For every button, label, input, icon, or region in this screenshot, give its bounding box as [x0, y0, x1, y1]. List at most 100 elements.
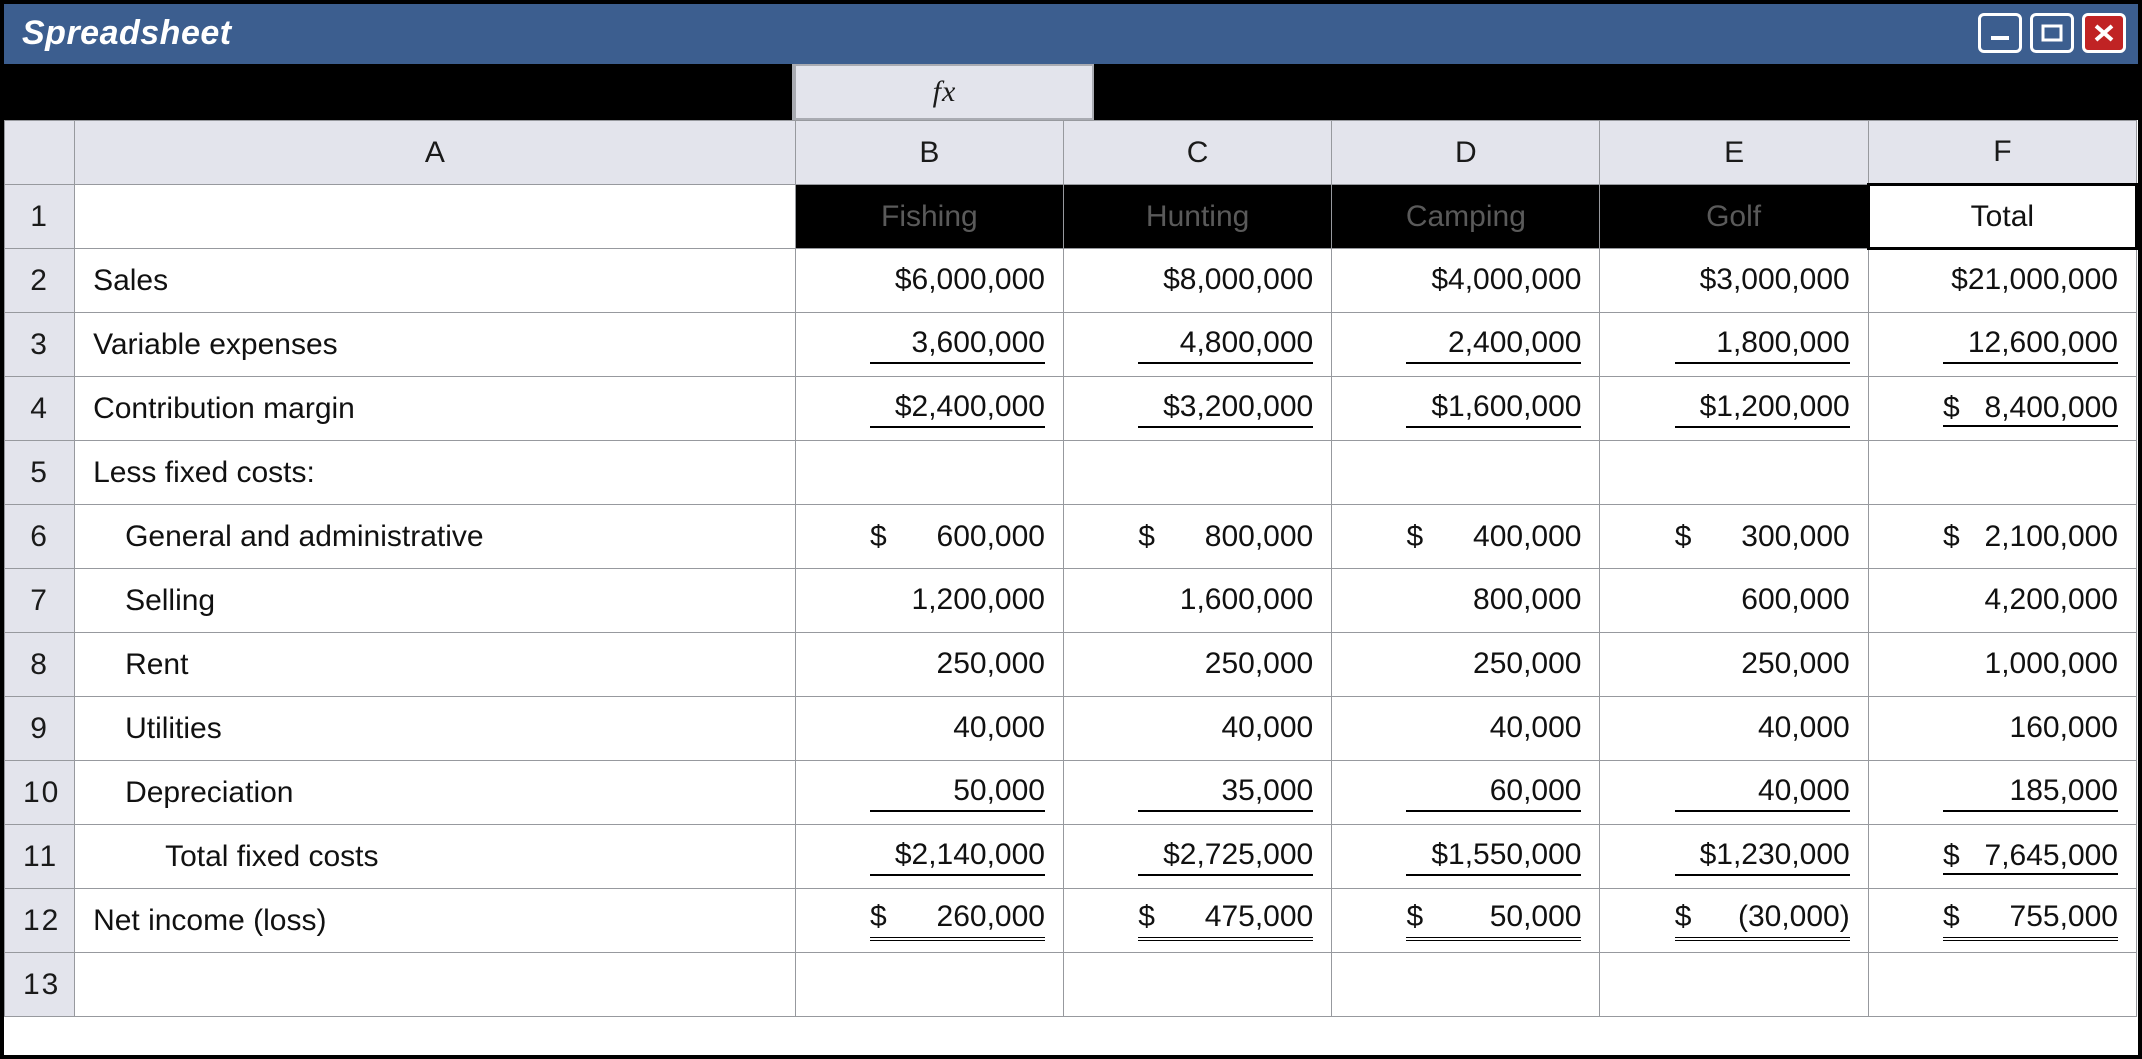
cell-B13[interactable]: [795, 953, 1063, 1017]
cell-A9[interactable]: Utilities: [75, 697, 796, 761]
cell-F11[interactable]: $7,645,000: [1868, 825, 2136, 889]
cell-C9[interactable]: 40,000: [1063, 697, 1331, 761]
cell-D12[interactable]: $50,000: [1332, 889, 1600, 953]
row-header-1[interactable]: 1: [5, 185, 75, 249]
cell-F13[interactable]: [1868, 953, 2136, 1017]
cell-E11[interactable]: $1,230,000: [1600, 825, 1868, 889]
cell-F2[interactable]: $21,000,000: [1868, 249, 2136, 313]
cell-D1[interactable]: Camping: [1332, 185, 1600, 249]
cell-E7[interactable]: 600,000: [1600, 569, 1868, 633]
row-header-5[interactable]: 5: [5, 441, 75, 505]
cell-B3[interactable]: 3,600,000: [795, 313, 1063, 377]
cell-C8[interactable]: 250,000: [1063, 633, 1331, 697]
cell-F7[interactable]: 4,200,000: [1868, 569, 2136, 633]
cell-D7[interactable]: 800,000: [1332, 569, 1600, 633]
cell-C5[interactable]: [1063, 441, 1331, 505]
cell-C3[interactable]: 4,800,000: [1063, 313, 1331, 377]
cell-E12[interactable]: $(30,000): [1600, 889, 1868, 953]
cell-F8[interactable]: 1,000,000: [1868, 633, 2136, 697]
formula-input[interactable]: [1094, 64, 2138, 120]
cell-A11[interactable]: Total fixed costs: [75, 825, 796, 889]
cell-E10[interactable]: 40,000: [1600, 761, 1868, 825]
cell-D13[interactable]: [1332, 953, 1600, 1017]
cell-F12[interactable]: $755,000: [1868, 889, 2136, 953]
cell-C4[interactable]: $3,200,000: [1063, 377, 1331, 441]
cell-E5[interactable]: [1600, 441, 1868, 505]
cell-A5[interactable]: Less fixed costs:: [75, 441, 796, 505]
cell-A3[interactable]: Variable expenses: [75, 313, 796, 377]
cell-F3[interactable]: 12,600,000: [1868, 313, 2136, 377]
cell-A7[interactable]: Selling: [75, 569, 796, 633]
cell-C13[interactable]: [1063, 953, 1331, 1017]
cell-A6[interactable]: General and administrative: [75, 505, 796, 569]
cell-C10[interactable]: 35,000: [1063, 761, 1331, 825]
cell-C11[interactable]: $2,725,000: [1063, 825, 1331, 889]
cell-C12[interactable]: $475,000: [1063, 889, 1331, 953]
cell-C7[interactable]: 1,600,000: [1063, 569, 1331, 633]
close-button[interactable]: [2082, 13, 2126, 53]
cell-B5[interactable]: [795, 441, 1063, 505]
col-header-D[interactable]: D: [1332, 121, 1600, 185]
cell-F4[interactable]: $8,400,000: [1868, 377, 2136, 441]
row-header-3[interactable]: 3: [5, 313, 75, 377]
cell-A1[interactable]: [75, 185, 796, 249]
cell-F10[interactable]: 185,000: [1868, 761, 2136, 825]
cell-C6[interactable]: $800,000: [1063, 505, 1331, 569]
col-header-B[interactable]: B: [795, 121, 1063, 185]
cell-B9[interactable]: 40,000: [795, 697, 1063, 761]
cell-A2[interactable]: Sales: [75, 249, 796, 313]
cell-D8[interactable]: 250,000: [1332, 633, 1600, 697]
cell-E2[interactable]: $3,000,000: [1600, 249, 1868, 313]
row-header-10[interactable]: 10: [5, 761, 75, 825]
cell-D3[interactable]: 2,400,000: [1332, 313, 1600, 377]
cell-B4[interactable]: $2,400,000: [795, 377, 1063, 441]
cell-F1[interactable]: Total: [1868, 185, 2136, 249]
cell-B10[interactable]: 50,000: [795, 761, 1063, 825]
minimize-button[interactable]: [1978, 13, 2022, 53]
row-header-12[interactable]: 12: [5, 889, 75, 953]
select-all-corner[interactable]: [5, 121, 75, 185]
row-header-11[interactable]: 11: [5, 825, 75, 889]
row-header-8[interactable]: 8: [5, 633, 75, 697]
cell-A8[interactable]: Rent: [75, 633, 796, 697]
cell-B2[interactable]: $6,000,000: [795, 249, 1063, 313]
cell-B12[interactable]: $260,000: [795, 889, 1063, 953]
cell-D5[interactable]: [1332, 441, 1600, 505]
maximize-button[interactable]: [2030, 13, 2074, 53]
cell-E6[interactable]: $300,000: [1600, 505, 1868, 569]
cell-A4[interactable]: Contribution margin: [75, 377, 796, 441]
row-header-6[interactable]: 6: [5, 505, 75, 569]
name-box[interactable]: [4, 64, 794, 120]
row-header-7[interactable]: 7: [5, 569, 75, 633]
cell-A10[interactable]: Depreciation: [75, 761, 796, 825]
col-header-A[interactable]: A: [75, 121, 796, 185]
col-header-E[interactable]: E: [1600, 121, 1868, 185]
row-header-13[interactable]: 13: [5, 953, 75, 1017]
cell-A13[interactable]: [75, 953, 796, 1017]
cell-C1[interactable]: Hunting: [1063, 185, 1331, 249]
cell-B11[interactable]: $2,140,000: [795, 825, 1063, 889]
cell-A12[interactable]: Net income (loss): [75, 889, 796, 953]
cell-D11[interactable]: $1,550,000: [1332, 825, 1600, 889]
cell-D9[interactable]: 40,000: [1332, 697, 1600, 761]
cell-B7[interactable]: 1,200,000: [795, 569, 1063, 633]
cell-E8[interactable]: 250,000: [1600, 633, 1868, 697]
cell-D6[interactable]: $400,000: [1332, 505, 1600, 569]
row-header-4[interactable]: 4: [5, 377, 75, 441]
row-header-9[interactable]: 9: [5, 697, 75, 761]
col-header-F[interactable]: F: [1868, 121, 2136, 185]
cell-D10[interactable]: 60,000: [1332, 761, 1600, 825]
cell-E9[interactable]: 40,000: [1600, 697, 1868, 761]
cell-E1[interactable]: Golf: [1600, 185, 1868, 249]
col-header-C[interactable]: C: [1063, 121, 1331, 185]
cell-E13[interactable]: [1600, 953, 1868, 1017]
cell-B1[interactable]: Fishing: [795, 185, 1063, 249]
fx-button[interactable]: fx: [794, 64, 1094, 120]
row-header-2[interactable]: 2: [5, 249, 75, 313]
cell-E4[interactable]: $1,200,000: [1600, 377, 1868, 441]
cell-C2[interactable]: $8,000,000: [1063, 249, 1331, 313]
cell-F5[interactable]: [1868, 441, 2136, 505]
cell-D4[interactable]: $1,600,000: [1332, 377, 1600, 441]
cell-E3[interactable]: 1,800,000: [1600, 313, 1868, 377]
cell-B6[interactable]: $600,000: [795, 505, 1063, 569]
